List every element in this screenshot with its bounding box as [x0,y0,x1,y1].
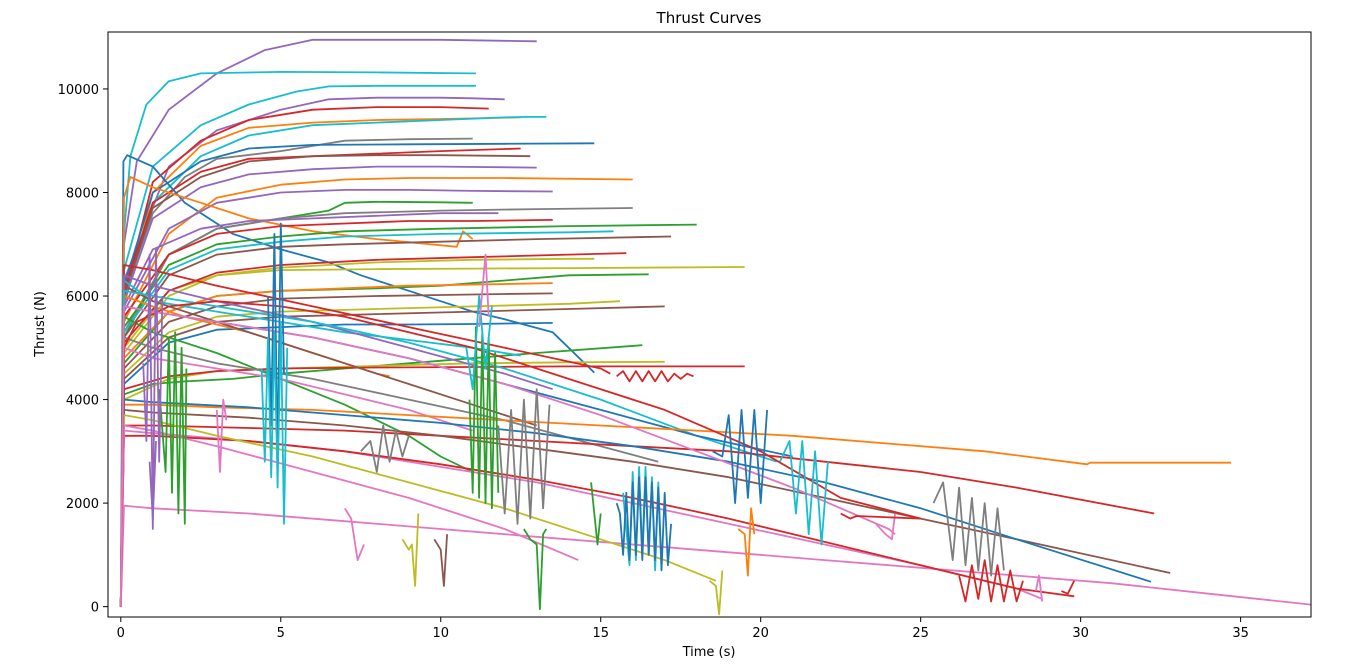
thrust-series-line [433,534,448,587]
thrust-series-line [119,84,476,607]
thrust-series-line [119,289,777,607]
thrust-series-line [875,513,896,541]
thrust-series-line [840,512,921,520]
thrust-series-line [468,326,500,510]
thrust-series-line [119,414,717,607]
thrust-series-line [478,253,490,328]
thrust-series-line [958,559,1024,603]
y-tick-label: 4000 [66,394,99,409]
thrust-series-line [119,300,620,607]
thrust-series-line [119,398,1152,607]
thrust-series-line [158,331,188,525]
thrust-series-line [523,528,548,611]
thrust-series-line [616,370,694,383]
y-tick-label: 0 [91,601,99,616]
thrust-series-line [142,248,164,530]
thrust-series-line [119,360,665,607]
thrust-series-line [119,188,553,607]
plot-frame [107,31,1312,618]
axes-layer: 0 5 10 15 20 25 30 35 0 2000 4000 6000 8000 10000 [58,31,1312,641]
x-tick-label: 5 [277,626,285,641]
x-tick-label: 10 [432,626,449,641]
thrust-series-line [779,440,829,546]
series-layer [119,38,1311,616]
thrust-series-line [590,482,602,546]
thrust-series-line [119,279,521,607]
y-tick-label: 8000 [66,186,99,201]
thrust-series-line [119,365,745,607]
thrust-series-line [119,252,627,607]
thrust-series-line [712,408,768,505]
x-tick-label: 0 [117,626,125,641]
x-axis-label: Time (s) [682,645,736,660]
thrust-series-line [119,147,521,607]
x-tick-label: 15 [592,626,609,641]
thrust-series-line [148,440,157,520]
thrust-series-line [401,513,420,587]
y-tick-label: 6000 [66,290,99,305]
x-tick-label: 30 [1072,626,1089,641]
thrust-series-line [260,320,289,525]
thrust-series-line [497,388,551,525]
thrust-series-line [267,222,285,463]
thrust-series-line [615,476,672,572]
y-axis-label: Thrust (N) [33,291,48,358]
thrust-series-line [119,71,476,607]
thrust-series-line [360,424,410,473]
x-tick-label: 25 [912,626,929,641]
y-tick-label: 10000 [58,83,99,98]
thrust-series-line [119,434,1075,607]
thrust-series-line [119,403,1231,607]
thrust-series-line [215,398,228,473]
thrust-series-line [119,106,489,607]
thrust-series-line [708,570,724,616]
thrust-series-line [737,507,756,577]
thrust-series-line [1061,580,1076,595]
thrust-series-line [119,177,633,607]
thrust-series-line [1034,574,1044,602]
thrust-series-line [344,507,365,561]
thrust-series-line [119,142,595,607]
thrust-series-line [119,38,537,607]
chart-title: Thrust Curves [656,9,762,27]
thrust-series-line [119,264,611,607]
thrust-series-line [119,424,1155,607]
thrust-series-line [465,295,493,391]
thrust-series-line [119,165,537,607]
x-tick-label: 35 [1232,626,1249,641]
thrust-series-line [119,235,672,607]
x-tick-label: 20 [752,626,769,641]
y-tick-label: 2000 [66,497,99,512]
thrust-series-line [932,481,1005,577]
thrust-series-line [119,305,665,607]
